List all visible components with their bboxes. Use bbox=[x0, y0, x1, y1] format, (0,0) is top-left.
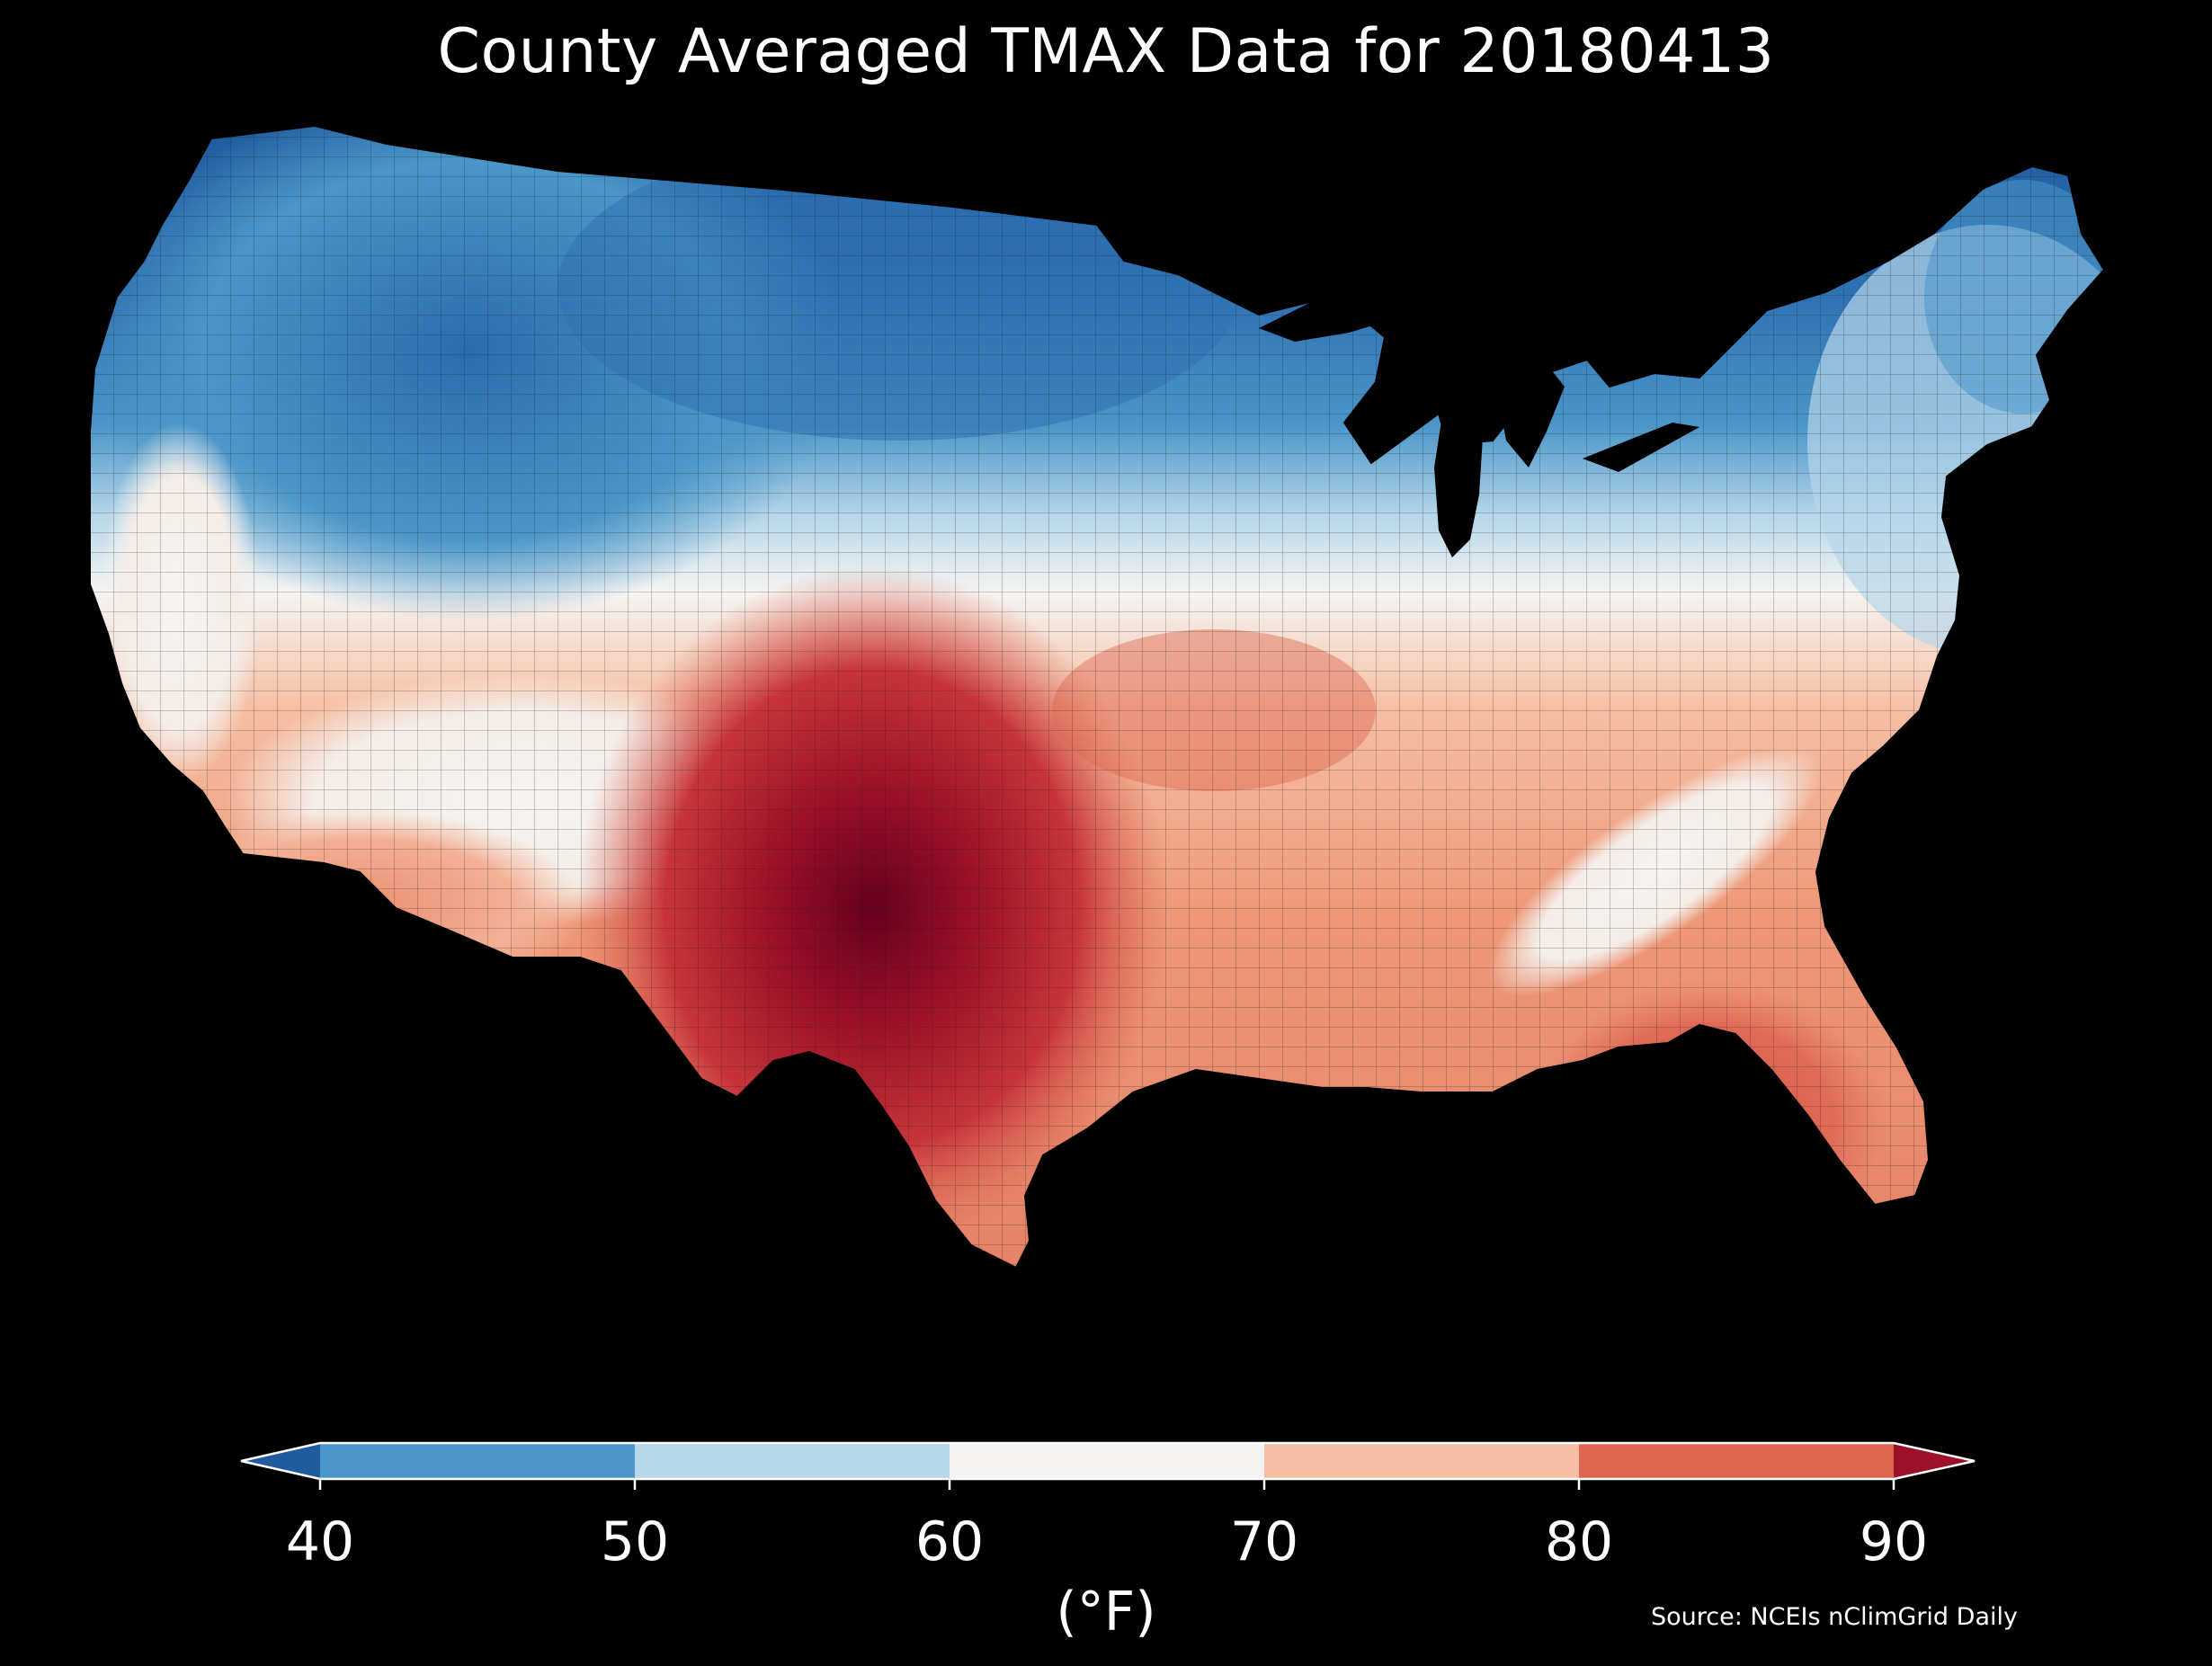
colorbar-bin-80-90 bbox=[1579, 1443, 1894, 1479]
colorbar-bin-50-60 bbox=[635, 1443, 950, 1479]
colorbar-tick-label: 90 bbox=[1859, 1510, 1929, 1573]
colorbar-graphic bbox=[240, 1441, 1976, 1490]
colorbar-extend-low bbox=[241, 1443, 320, 1479]
map-title: County Averaged TMAX Data for 20180413 bbox=[437, 16, 1775, 87]
colorbar-tick-label: 70 bbox=[1229, 1510, 1299, 1573]
us-county-map bbox=[90, 125, 2105, 1269]
lake-erie bbox=[1583, 423, 1699, 472]
colorbar-bin-70-80 bbox=[1264, 1443, 1579, 1479]
map-fill bbox=[90, 126, 2104, 1268]
lake-huron bbox=[1493, 364, 1565, 468]
colorbar bbox=[240, 1441, 1976, 1515]
colorbar-tick-label: 50 bbox=[600, 1510, 670, 1573]
colorbar-unit-label: (°F) bbox=[1056, 1581, 1156, 1644]
source-credit: Source: NCEIs nClimGrid Daily bbox=[1651, 1603, 2018, 1631]
lake-superior bbox=[1259, 297, 1394, 342]
colorbar-tick-label: 80 bbox=[1544, 1510, 1614, 1573]
colorbar-bin-60-70 bbox=[950, 1443, 1264, 1479]
colorbar-bin-40-50 bbox=[320, 1443, 635, 1479]
colorbar-extend-high bbox=[1894, 1443, 1975, 1479]
colorbar-tick-label: 40 bbox=[285, 1510, 355, 1573]
lake-michigan bbox=[1434, 387, 1484, 557]
choropleth-map bbox=[90, 117, 2122, 1403]
colorbar-tick-label: 60 bbox=[914, 1510, 985, 1573]
